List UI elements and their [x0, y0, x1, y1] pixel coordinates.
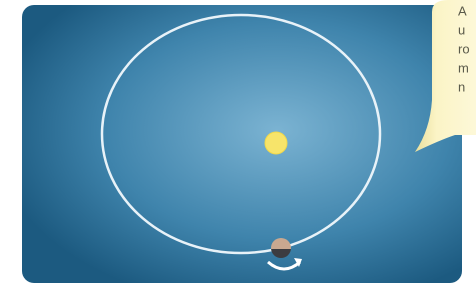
sun [265, 132, 287, 154]
callout-line: n [458, 79, 465, 94]
callout-line: ro [458, 41, 470, 56]
callout-line: A [458, 3, 467, 18]
space-panel [22, 5, 462, 283]
callout-line: u [458, 22, 465, 37]
page: Auromn (() => { const data = JSON.parse(… [0, 0, 476, 288]
orbit-screen: Au ro mn [0, 0, 476, 288]
callout-line: m [458, 60, 469, 75]
